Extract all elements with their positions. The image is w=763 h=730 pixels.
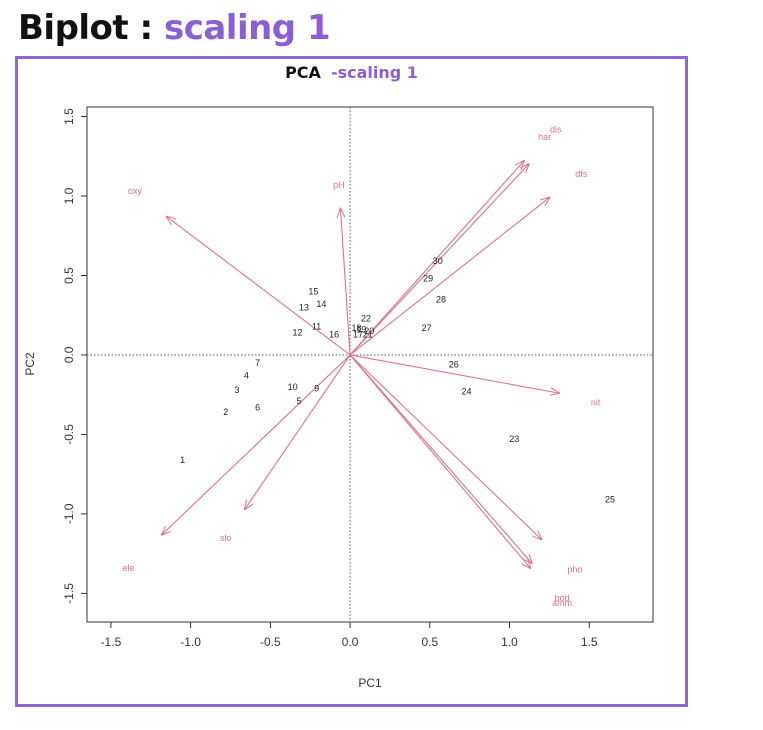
y-tick-label: -1.5 <box>62 583 76 604</box>
loading-arrow-nit <box>349 354 559 393</box>
site-label-6: 6 <box>255 402 260 412</box>
site-label-26: 26 <box>449 360 459 370</box>
loading-arrow-dis <box>349 161 524 356</box>
loading-label-har: har <box>538 132 551 142</box>
x-tick-label: -1.0 <box>180 635 201 649</box>
y-tick-label: -0.5 <box>62 424 76 445</box>
site-label-12: 12 <box>292 328 302 338</box>
loading-label-dfs: dfs <box>575 169 588 179</box>
plot-title: PCA -scaling 1 <box>18 63 685 82</box>
y-tick-label: 1.0 <box>62 187 76 204</box>
site-label-22: 22 <box>361 313 371 323</box>
loading-arrow-slo <box>245 354 351 509</box>
loading-label-nit: nit <box>591 398 601 408</box>
plot-title-main: PCA <box>285 63 321 82</box>
site-label-13: 13 <box>299 302 309 312</box>
heading-highlight: scaling 1 <box>163 8 331 48</box>
y-tick-label: 0.0 <box>62 346 76 363</box>
site-label-21: 21 <box>363 329 373 339</box>
loading-arrow-ele <box>162 354 351 535</box>
loading-label-pH: pH <box>333 180 345 190</box>
site-label-1: 1 <box>180 455 185 465</box>
site-label-7: 7 <box>255 358 260 368</box>
y-axis: -1.5 -1.0 -0.5 0.0 0.5 1.0 1.5 <box>62 108 87 604</box>
x-axis: -1.5 -1.0 -0.5 0.0 0.5 1.0 1.5 <box>101 622 598 649</box>
site-label-30: 30 <box>433 256 443 266</box>
site-label-18: 18 <box>351 323 361 333</box>
loading-arrow-oxy <box>167 217 351 356</box>
plot-box <box>86 106 654 623</box>
site-label-5: 5 <box>297 396 302 406</box>
loading-arrow-pho <box>349 354 541 539</box>
site-label-2: 2 <box>223 407 228 417</box>
site-label-23: 23 <box>509 434 519 444</box>
loading-arrow-dfs <box>349 198 549 356</box>
site-label-19: 19 <box>356 325 366 335</box>
y-tick-label: 0.5 <box>62 267 76 284</box>
loading-label-amm: amm <box>552 598 572 608</box>
loading-label-pho: pho <box>567 565 582 575</box>
x-tick-label: 0.5 <box>421 635 438 649</box>
x-tick-label: -1.5 <box>101 635 122 649</box>
loading-label-ele: ele <box>122 563 134 573</box>
site-label-15: 15 <box>308 286 318 296</box>
x-tick-label: 1.0 <box>501 635 518 649</box>
loading-label-oxy: oxy <box>128 186 143 196</box>
site-label-10: 10 <box>288 382 298 392</box>
site-label-24: 24 <box>461 387 471 397</box>
loading-arrow-har <box>349 164 529 356</box>
loading-arrow-pH <box>341 209 351 355</box>
site-label-27: 27 <box>422 323 432 333</box>
x-tick-label: -0.5 <box>260 635 281 649</box>
site-label-25: 25 <box>605 495 615 505</box>
site-label-14: 14 <box>316 299 326 309</box>
chart-frame: PCA -scaling 1 dis har dfs oxy pH nit pho bod amm… <box>15 56 688 707</box>
site-label-3: 3 <box>234 385 239 395</box>
y-tick-label: 1.5 <box>62 108 76 125</box>
site-label-4: 4 <box>244 371 249 381</box>
y-tick-label: -1.0 <box>62 503 76 524</box>
site-label-29: 29 <box>423 274 433 284</box>
site-label-17: 17 <box>353 329 363 339</box>
site-label-16: 16 <box>329 329 339 339</box>
reference-lines <box>87 107 653 622</box>
loading-arrow-bod <box>349 354 530 568</box>
x-tick-label: 0.0 <box>342 635 359 649</box>
x-tick-label: 1.5 <box>581 635 598 649</box>
loading-label-bod: bod <box>555 593 570 603</box>
site-label-11: 11 <box>312 321 321 331</box>
loading-label-slo: slo <box>220 533 232 543</box>
loading-label-dis: dis <box>550 124 562 134</box>
x-axis-label: PC1 <box>358 676 382 690</box>
plot-title-suffix: -scaling 1 <box>330 63 418 82</box>
page-heading: Biplot : scaling 1 <box>18 8 331 48</box>
site-label-20: 20 <box>364 326 374 336</box>
site-label-28: 28 <box>436 294 446 304</box>
site-label-9: 9 <box>314 383 319 393</box>
loading-arrow-amm <box>349 354 532 563</box>
y-axis-label: PC2 <box>23 352 37 376</box>
heading-prefix: Biplot : <box>18 8 164 48</box>
